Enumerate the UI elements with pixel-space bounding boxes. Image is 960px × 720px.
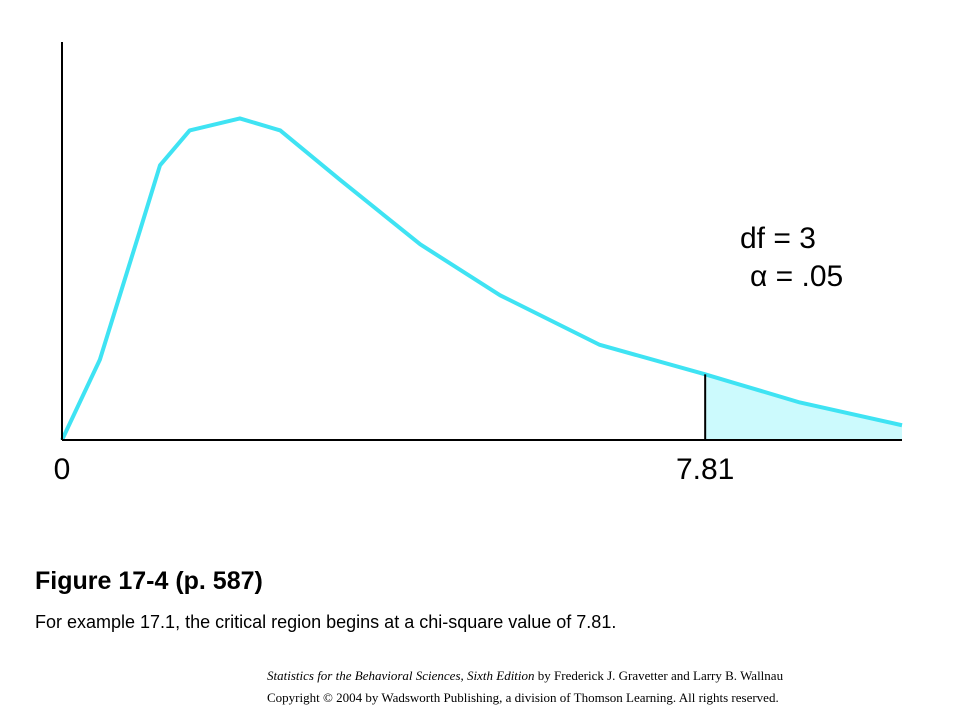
book-title: Statistics for the Behavioral Sciences, … bbox=[267, 668, 535, 683]
book-authors: by Frederick J. Gravetter and Larry B. W… bbox=[535, 668, 784, 683]
figure-title: Figure 17-4 (p. 587) bbox=[35, 567, 263, 595]
x-tick-label: 7.81 bbox=[676, 453, 734, 486]
figure-caption: For example 17.1, the critical region be… bbox=[35, 612, 616, 632]
annotation: df = 3 bbox=[740, 222, 816, 255]
copyright: Copyright © 2004 by Wadsworth Publishing… bbox=[267, 690, 779, 705]
x-tick-label: 0 bbox=[54, 453, 71, 486]
annotation: α = .05 bbox=[750, 260, 843, 293]
credit-line: Statistics for the Behavioral Sciences, … bbox=[267, 668, 784, 683]
density-curve bbox=[60, 116, 903, 441]
plot: 0 7.81 df = 3 α = .05 bbox=[54, 42, 903, 486]
